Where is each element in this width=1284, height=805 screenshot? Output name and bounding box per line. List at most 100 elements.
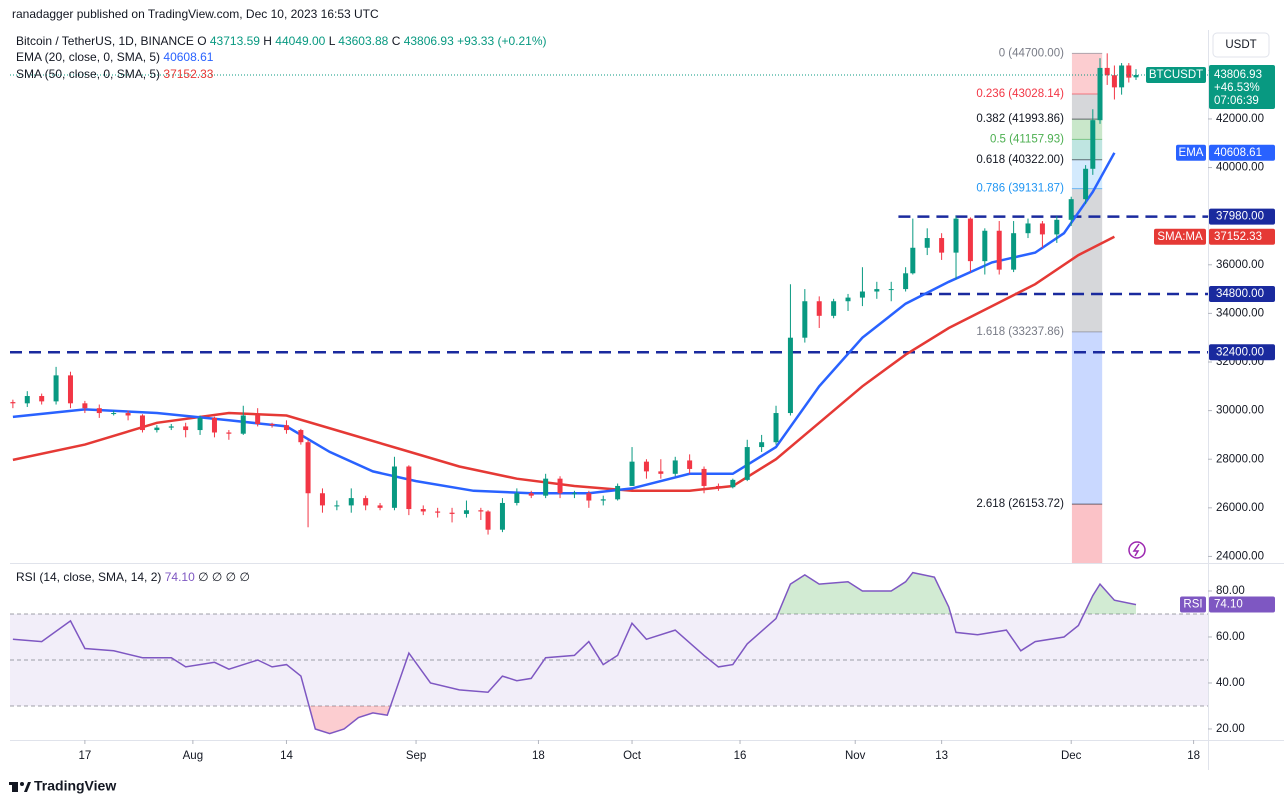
- candle-body: [859, 291, 865, 298]
- fib-zone: [1071, 119, 1103, 140]
- candle-body: [586, 493, 592, 501]
- candle-body: [363, 498, 369, 506]
- fib-label: 0 (44700.00): [999, 47, 1064, 59]
- legend-line: EMA (20, close, 0, SMA, 5) 40608.61: [16, 50, 214, 64]
- level-tag-label: 37980.00: [1216, 211, 1264, 223]
- candle-body: [1090, 120, 1096, 169]
- candle-body: [730, 479, 736, 488]
- x-tick-label: Dec: [1061, 750, 1082, 762]
- level-tag-label: 34800.00: [1216, 288, 1264, 300]
- candle-body: [24, 396, 30, 404]
- y-tick-label: 36000.00: [1216, 259, 1264, 271]
- fib-zone: [1071, 504, 1103, 563]
- legend-ema-label: EMA (20, close, 0, SMA, 5): [16, 50, 160, 64]
- candle-body: [643, 461, 649, 472]
- candle-body: [485, 511, 491, 530]
- fib-label: 0.618 (40322.00): [976, 154, 1064, 166]
- candle-body: [1054, 219, 1060, 235]
- candle-body: [802, 301, 808, 338]
- candle-body: [1126, 65, 1132, 78]
- candle-body: [1111, 75, 1117, 88]
- fib-label: 0.236 (43028.14): [976, 88, 1064, 100]
- candle-body: [53, 375, 59, 402]
- candle-body: [226, 432, 232, 434]
- candle-body: [420, 509, 426, 512]
- rsi-tick-label: 80.00: [1216, 585, 1245, 597]
- brand-logo: [9, 782, 31, 792]
- legend-ohlc-value: 43806.93: [404, 34, 454, 48]
- rsi-value-label: 74.10: [1214, 599, 1243, 611]
- candle-body: [211, 417, 217, 433]
- candle-body: [996, 230, 1002, 270]
- legend-symbol: Bitcoin / TetherUS, 1D, BINANCE: [16, 34, 194, 48]
- rsi-line: [12, 571, 1137, 735]
- candle-body: [1133, 75, 1139, 78]
- x-tick-label: Nov: [845, 750, 866, 762]
- candle-body: [39, 396, 45, 402]
- candle-body: [154, 427, 160, 431]
- candle-body: [672, 460, 678, 474]
- fib-zone: [1071, 188, 1103, 332]
- rsi-tick-label: 60.00: [1216, 631, 1245, 643]
- candle-body: [463, 510, 469, 514]
- candle-body: [1039, 223, 1045, 235]
- x-tick-label: 16: [734, 750, 747, 762]
- candle-body: [1104, 67, 1110, 76]
- rsi-name-tag: [1180, 596, 1206, 613]
- candle-body: [406, 466, 412, 510]
- candle-body: [499, 502, 505, 530]
- candle-body: [888, 289, 894, 291]
- candle-body: [514, 493, 520, 503]
- candle-body: [269, 423, 275, 426]
- legend-line: RSI (14, close, SMA, 14, 2) 74.10 ∅ ∅ ∅ …: [16, 570, 250, 584]
- currency-button[interactable]: [1212, 32, 1270, 58]
- candle-body: [1025, 223, 1031, 234]
- x-tick-label: 17: [78, 750, 91, 762]
- candle-body: [773, 413, 779, 443]
- symbol-tag-label: BTCUSDT: [1149, 69, 1203, 81]
- legend-ohlc-label: O: [197, 34, 206, 48]
- flash-icon: [1128, 541, 1146, 559]
- x-tick-label: Oct: [623, 750, 642, 762]
- fib-label: 2.618 (26153.72): [976, 498, 1064, 510]
- legend-line: SMA (50, close, 0, SMA, 5) 37152.33: [16, 67, 214, 81]
- candle-body: [845, 297, 851, 302]
- candle-body: [82, 403, 88, 409]
- candle-body: [283, 425, 289, 431]
- x-tick-label: 14: [280, 750, 293, 762]
- fib-label: 0.382 (41993.86): [976, 113, 1064, 125]
- legend-ohlc-label: L: [329, 34, 336, 48]
- candle-body: [1011, 233, 1017, 270]
- fib-zone: [1071, 93, 1103, 120]
- currency-label: USDT: [1225, 39, 1256, 51]
- symbol-tag: [1146, 67, 1206, 84]
- candle-body: [449, 512, 455, 514]
- candle-body: [816, 301, 822, 316]
- rsi-value-tag: [1209, 596, 1275, 613]
- candle-body: [139, 415, 145, 431]
- level-tag: [1209, 285, 1275, 302]
- legend-rsi-value: 74.10: [165, 570, 195, 584]
- sma-name-tag: [1154, 228, 1206, 245]
- legend-line: Bitcoin / TetherUS, 1D, BINANCE O 43713.…: [16, 34, 547, 48]
- candle-body: [305, 442, 311, 494]
- candle-body: [967, 218, 973, 262]
- candle-body: [939, 238, 945, 253]
- legend-sma-label: SMA (50, close, 0, SMA, 5): [16, 67, 160, 81]
- legend-ohlc-value: 43603.88: [338, 34, 388, 48]
- level-tag-label: 32400.00: [1216, 346, 1264, 358]
- candle-body: [982, 230, 988, 262]
- candle-body: [96, 408, 102, 414]
- candle-body: [687, 460, 693, 469]
- candle-body: [528, 493, 534, 496]
- candle-body: [435, 511, 441, 513]
- fib-label: 0.786 (39131.87): [976, 183, 1064, 195]
- candle-body: [759, 442, 765, 448]
- candle-body: [1083, 168, 1089, 200]
- sma-name-label: SMA:MA: [1157, 231, 1203, 243]
- legend-ohlc-label: C: [392, 34, 401, 48]
- candle-body: [391, 466, 397, 508]
- y-tick-label: 42000.00: [1216, 113, 1264, 125]
